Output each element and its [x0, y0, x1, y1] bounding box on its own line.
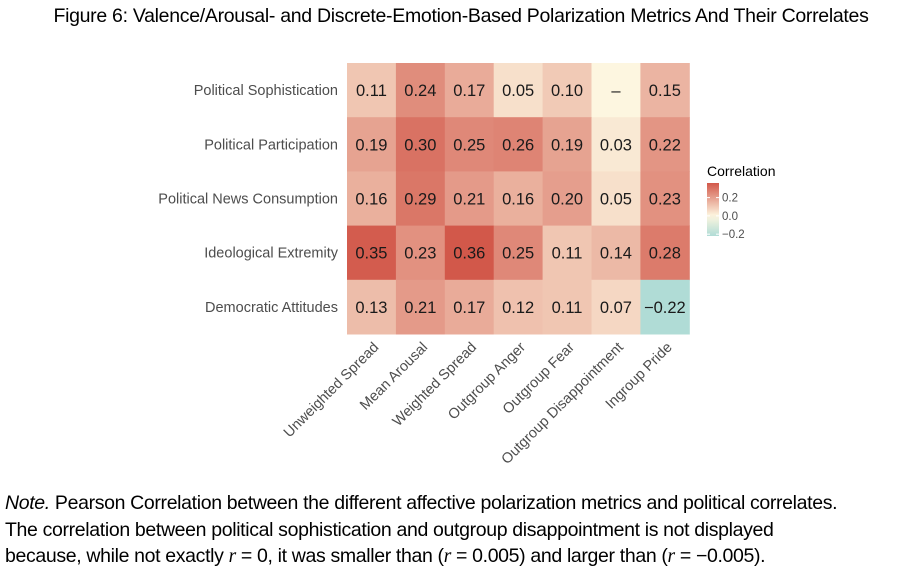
y-tick-label: Democratic Attitudes	[205, 300, 338, 316]
heatmap-cell	[493, 171, 544, 227]
cell-label: 0.12	[502, 299, 534, 317]
heatmap-cell	[395, 279, 446, 335]
heatmap-cell	[542, 63, 592, 118]
y-tick-label: Political Sophistication	[194, 83, 338, 99]
cell-label: 0.20	[551, 191, 583, 209]
figure-note: Note. Pearson Correlation between the di…	[5, 490, 920, 571]
heatmap-cell	[591, 225, 641, 281]
heatmap-cell	[395, 225, 446, 281]
cell-label: 0.11	[552, 299, 583, 317]
cell-label: 0.15	[649, 82, 681, 100]
heatmap-cell	[395, 63, 446, 118]
heatmap-cell	[444, 225, 495, 281]
cell-label: 0.28	[649, 245, 681, 263]
cell-label: 0.24	[404, 82, 436, 100]
heatmap-cell	[347, 117, 397, 172]
note-lead: Note.	[5, 492, 50, 514]
cell-label: 0.21	[453, 191, 485, 209]
cell-label: 0.03	[600, 136, 632, 154]
cell-label: 0.16	[355, 191, 387, 209]
heatmap-cell	[395, 117, 446, 172]
y-tick-label: Political News Consumption	[158, 192, 338, 208]
heatmap-cell	[444, 279, 495, 335]
heatmap-cell	[640, 279, 690, 335]
cell-label: 0.25	[453, 136, 485, 154]
legend-tick-label: 0.0	[722, 211, 738, 223]
x-tick-label: Weighted Spread	[390, 340, 480, 430]
cell-label: 0.17	[453, 82, 485, 100]
cell-label: 0.11	[356, 82, 387, 100]
cell-label: 0.22	[649, 136, 681, 154]
legend-tick-label: −0.2	[722, 229, 745, 241]
heatmap-cells: 0.11 0.24 0.17 0.05 0.10 – 0.15 0.19 0.30 0.25 0.2…	[347, 63, 690, 335]
legend-tick-label: 0.2	[722, 193, 738, 205]
cell-label: −0.22	[644, 299, 686, 317]
y-axis-labels: Political Sophistication Political Partic…	[158, 83, 338, 316]
cell-label: 0.26	[502, 136, 534, 154]
heatmap-cell	[493, 63, 544, 118]
heatmap-cell	[444, 63, 495, 118]
heatmap-cell	[493, 225, 544, 281]
heatmap-chart: 0.11 0.24 0.17 0.05 0.10 – 0.15 0.19 0.30 0.25 0.2…	[158, 63, 775, 468]
x-tick-label: Unweighted Spread	[281, 340, 382, 441]
cell-label: 0.35	[355, 245, 387, 263]
heatmap-cell	[347, 225, 397, 281]
heatmap-cell	[640, 63, 690, 118]
cell-label: 0.17	[453, 299, 485, 317]
cell-label: 0.05	[502, 82, 534, 100]
heatmap-cell	[444, 117, 495, 172]
cell-label: 0.13	[355, 299, 387, 317]
cell-label: 0.11	[552, 245, 583, 263]
cell-label: 0.05	[600, 191, 632, 209]
heatmap-cell	[591, 171, 641, 227]
legend-title: Correlation	[707, 163, 775, 179]
cell-label: 0.25	[502, 245, 534, 263]
cell-label: 0.19	[551, 136, 583, 154]
heatmap-cell	[347, 171, 397, 227]
heatmap-cell	[347, 63, 397, 118]
heatmap-cell	[347, 279, 397, 335]
cell-label: 0.16	[502, 191, 534, 209]
heatmap-cell	[640, 117, 690, 172]
heatmap-cell	[640, 171, 690, 227]
heatmap-cell	[591, 279, 641, 335]
heatmap-cell	[542, 171, 592, 227]
cell-label: 0.23	[649, 191, 681, 209]
figure-title: Figure 6: Valence/Arousal- and Discrete-…	[53, 5, 869, 27]
cell-label: 0.10	[551, 82, 583, 100]
heatmap-cell	[542, 225, 592, 281]
cell-label: 0.21	[404, 299, 436, 317]
y-tick-label: Ideological Extremity	[204, 246, 339, 262]
cell-label: 0.07	[600, 299, 632, 317]
note-line-1: Pearson Correlation between the differen…	[49, 492, 838, 514]
cell-label: –	[611, 82, 621, 100]
cell-label: 0.14	[600, 245, 632, 263]
legend-colorbar	[707, 183, 719, 236]
heatmap-cell	[444, 171, 495, 227]
cell-label: 0.29	[404, 191, 436, 209]
cell-label: 0.36	[453, 245, 485, 263]
heatmap-cell	[640, 225, 690, 281]
heatmap-cell	[493, 279, 544, 335]
note-line-3: because, while not exactly r = 0, it was…	[5, 545, 766, 567]
heatmap-cell	[542, 117, 592, 172]
heatmap-cell	[591, 63, 641, 118]
y-tick-label: Political Participation	[204, 137, 338, 153]
cell-label: 0.19	[355, 136, 387, 154]
heatmap-cell	[493, 117, 544, 172]
heatmap-cell	[395, 171, 446, 227]
note-line-2: The correlation between political sophis…	[5, 518, 774, 541]
cell-label: 0.23	[404, 245, 436, 263]
legend: Correlation 0.2 0.0 −0.2	[707, 163, 775, 241]
heatmap-cell	[591, 117, 641, 172]
cell-label: 0.30	[404, 136, 436, 154]
heatmap-cell	[542, 279, 592, 335]
